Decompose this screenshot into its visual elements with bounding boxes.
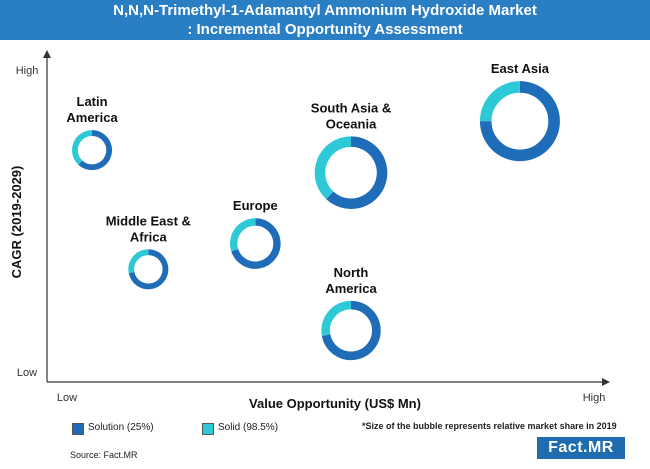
bubble-label-latin-america-1: America bbox=[66, 110, 118, 125]
legend-swatch-solid bbox=[202, 423, 214, 435]
bubble-solution-arc-north-america bbox=[321, 300, 381, 361]
bubble-solid-arc-east-asia bbox=[479, 81, 521, 122]
bubble-label-south-asia-oceania-0: South Asia & bbox=[311, 100, 391, 115]
bubble-solid-arc-middle-east-africa bbox=[128, 249, 149, 274]
x-tick-high: High bbox=[583, 392, 606, 404]
x-axis-arrow bbox=[602, 378, 610, 386]
y-tick-low: Low bbox=[17, 367, 37, 379]
chart-title-line2: : Incremental Opportunity Assessment bbox=[187, 21, 463, 38]
bubble-label-east-asia-0: East Asia bbox=[491, 61, 550, 76]
title-band: N,N,N-Trimethyl-1-Adamantyl Ammonium Hyd… bbox=[0, 0, 650, 40]
bubble-solution-arc-south-asia-oceania bbox=[326, 136, 388, 210]
legend-label-solution: Solution (25%) bbox=[88, 422, 154, 433]
fact-mr-logo: Fact.MR bbox=[537, 437, 625, 459]
bubble-label-latin-america-0: Latin bbox=[77, 94, 108, 109]
bubble-label-middle-east-africa-1: Africa bbox=[130, 229, 168, 244]
bubble-size-footnote: *Size of the bubble represents relative … bbox=[362, 421, 617, 431]
bubble-solid-arc-latin-america bbox=[72, 130, 93, 165]
bubble-label-north-america-1: America bbox=[325, 281, 377, 296]
source-text: Source: Fact.MR bbox=[70, 450, 138, 460]
y-axis-label: CAGR (2019-2029) bbox=[9, 166, 24, 279]
bubble-solution-arc-east-asia bbox=[479, 81, 560, 162]
y-tick-high: High bbox=[16, 65, 39, 77]
bubble-label-europe-0: Europe bbox=[233, 198, 278, 213]
x-axis-label: Value Opportunity (US$ Mn) bbox=[249, 396, 421, 411]
y-axis-arrow bbox=[43, 50, 51, 58]
legend-swatch-solution bbox=[72, 423, 84, 435]
bubble-label-north-america-0: North bbox=[334, 265, 369, 280]
bubble-solid-arc-europe bbox=[230, 218, 256, 252]
chart-title-line1: N,N,N-Trimethyl-1-Adamantyl Ammonium Hyd… bbox=[113, 2, 537, 19]
bubble-solid-arc-south-asia-oceania bbox=[314, 136, 352, 200]
bubble-label-middle-east-africa-0: Middle East & bbox=[106, 213, 191, 228]
bubble-solution-arc-middle-east-africa bbox=[128, 249, 169, 290]
bubble-solid-arc-north-america bbox=[321, 300, 352, 337]
bubble-solution-arc-latin-america bbox=[78, 130, 113, 171]
x-tick-low: Low bbox=[57, 392, 77, 404]
bubble-label-south-asia-oceania-1: Oceania bbox=[326, 116, 377, 131]
bubble-solution-arc-europe bbox=[231, 218, 281, 269]
legend-label-solid: Solid (98.5%) bbox=[218, 422, 279, 433]
